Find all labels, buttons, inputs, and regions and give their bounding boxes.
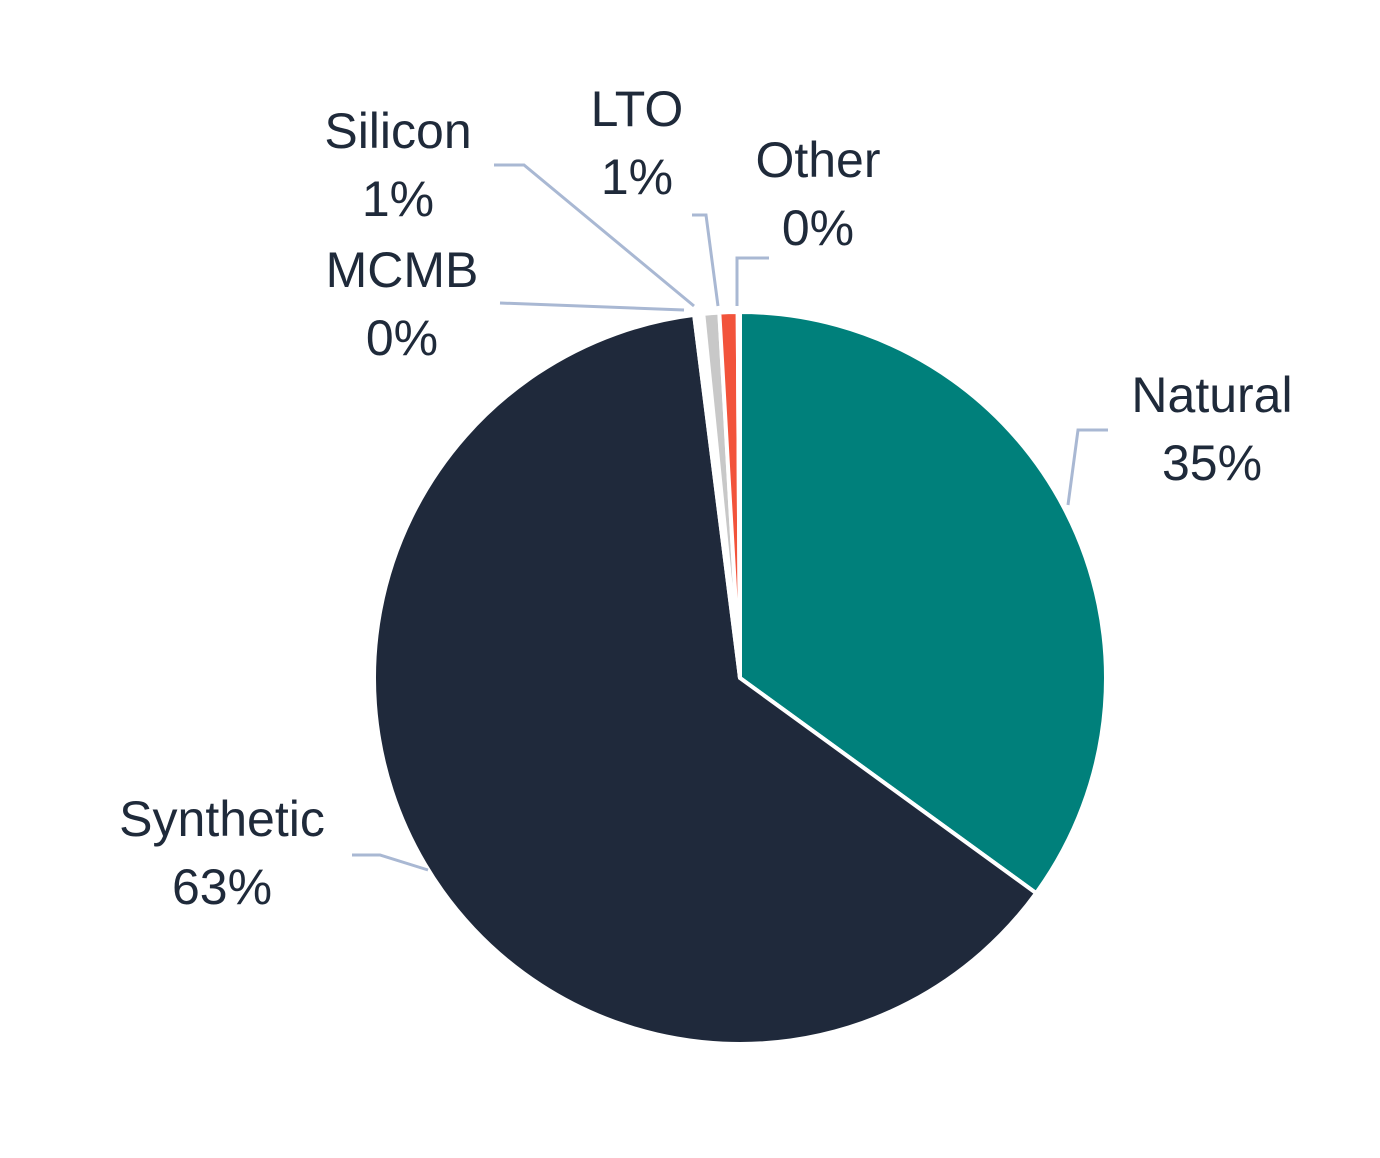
- slice-percent-natural: 35%: [1162, 435, 1262, 491]
- slice-percent-mcmb: 0%: [366, 310, 438, 366]
- slice-label-lto: LTO: [591, 81, 684, 137]
- slice-label-mcmb: MCMB: [326, 242, 479, 298]
- pie-slice-natural: [738, 309, 1108, 896]
- leader-line-lto: [692, 213, 720, 307]
- leader-line-natural: [1066, 428, 1108, 506]
- slice-percent-lto: 1%: [601, 149, 673, 205]
- leader-lines-layer: [352, 163, 1108, 872]
- slice-label-synthetic: Synthetic: [119, 791, 325, 847]
- leader-line-mcmb: [499, 301, 685, 312]
- leader-line-silicon: [494, 163, 695, 308]
- leader-line-other: [735, 256, 769, 306]
- slice-label-other: Other: [755, 132, 880, 188]
- slice-label-natural: Natural: [1131, 367, 1292, 423]
- slice-percent-synthetic: 63%: [172, 859, 272, 915]
- slice-label-silicon: Silicon: [324, 103, 471, 159]
- labels-layer: Natural 35% Synthetic 63% MCMB 0% Silicon 1% LTO…: [119, 81, 1292, 915]
- leader-line-synthetic: [352, 853, 429, 872]
- pie-slice-other: [735, 309, 742, 679]
- pie-slice-synthetic: [372, 312, 1039, 1046]
- slice-percent-other: 0%: [782, 200, 854, 256]
- slice-percent-silicon: 1%: [362, 171, 434, 227]
- slices-layer: [372, 309, 1108, 1046]
